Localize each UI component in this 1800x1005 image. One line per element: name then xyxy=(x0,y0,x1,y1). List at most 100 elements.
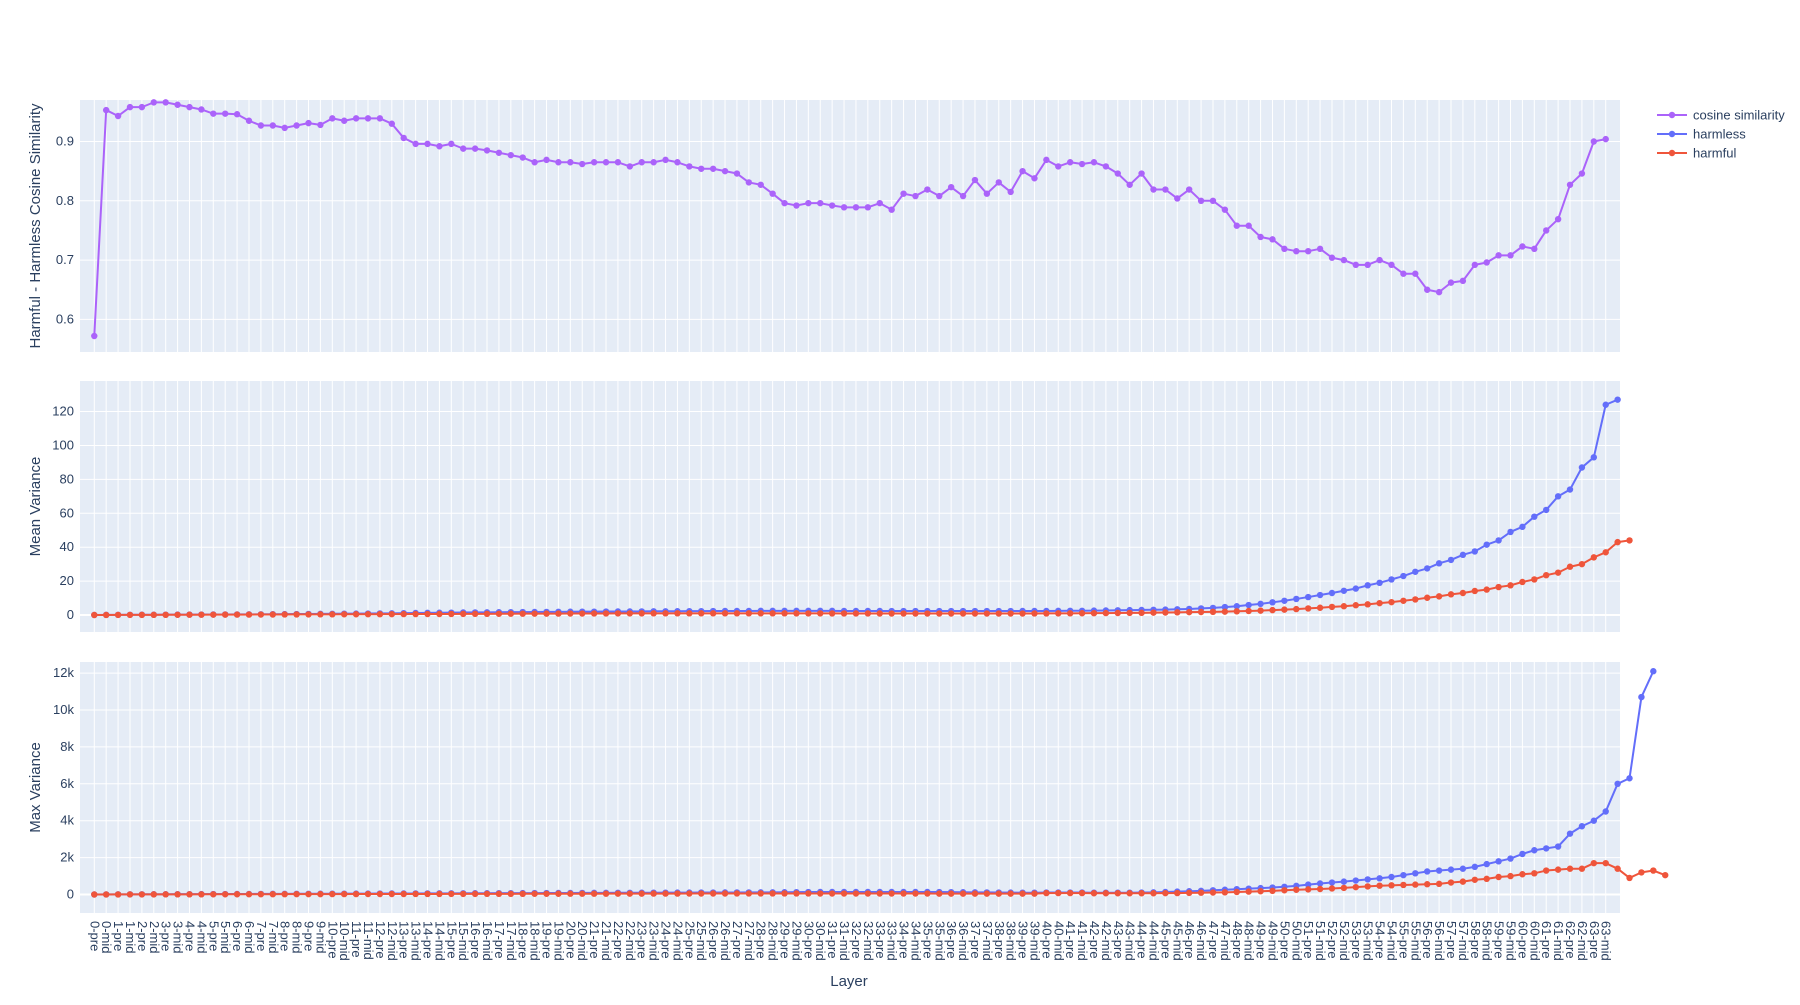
data-point xyxy=(650,159,657,166)
data-point xyxy=(638,159,645,166)
data-point xyxy=(1209,889,1217,896)
data-point xyxy=(1114,609,1121,617)
data-point xyxy=(1459,589,1467,597)
y-tick-label: 120 xyxy=(52,404,74,419)
x-tick-label: 1-mid xyxy=(123,921,138,954)
data-point xyxy=(888,610,895,617)
data-point xyxy=(376,890,384,898)
x-tick-label: 49-pre xyxy=(1254,921,1269,959)
data-point xyxy=(674,159,681,166)
data-point xyxy=(662,890,669,897)
x-tick-label: 37-mid xyxy=(980,921,995,961)
data-point xyxy=(947,890,955,897)
data-point xyxy=(1447,879,1455,886)
data-point xyxy=(460,890,467,898)
data-point xyxy=(1197,889,1205,896)
data-point xyxy=(709,165,717,172)
data-point xyxy=(626,610,634,617)
data-point xyxy=(1376,579,1383,587)
y-axis-title: Harmful - Harmless Cosine Similarity xyxy=(27,103,44,349)
data-point xyxy=(221,891,229,898)
x-tick-label: 33-mid xyxy=(885,921,900,961)
data-point xyxy=(1031,610,1038,617)
data-point xyxy=(805,610,812,617)
data-point xyxy=(126,103,134,111)
data-point xyxy=(1471,261,1479,269)
x-gridlines xyxy=(93,662,1607,913)
data-point xyxy=(1185,608,1193,616)
x-tick-label: 42-pre xyxy=(1087,921,1102,959)
legend-item-cosine-similarity[interactable]: cosine similarity xyxy=(1657,108,1785,123)
x-tick-label: 51-pre xyxy=(1301,921,1316,959)
x-tick-label: 24-mid xyxy=(670,921,685,961)
data-point xyxy=(1495,537,1502,544)
x-tick-label: 48-pre xyxy=(1230,921,1245,959)
data-point xyxy=(971,176,979,184)
data-point xyxy=(1400,597,1407,604)
data-point xyxy=(781,610,788,617)
data-point xyxy=(186,891,193,898)
data-point xyxy=(1554,215,1562,223)
data-point xyxy=(1435,560,1443,567)
data-point xyxy=(1055,163,1062,170)
x-tick-label: 7-mid xyxy=(266,921,281,954)
data-point xyxy=(650,890,657,897)
data-point xyxy=(1043,156,1050,164)
data-point xyxy=(138,103,146,111)
data-point xyxy=(1554,493,1562,500)
data-point xyxy=(1197,608,1205,616)
legend-item-harmless[interactable]: harmless xyxy=(1657,127,1746,142)
x-tick-label: 4-pre xyxy=(182,921,197,951)
data-point xyxy=(424,890,431,898)
data-point xyxy=(91,332,98,340)
x-tick-label: 22-mid xyxy=(623,921,638,961)
x-tick-label: 37-pre xyxy=(968,921,983,959)
x-tick-label: 9-pre xyxy=(302,921,317,951)
data-point xyxy=(983,890,991,897)
data-point xyxy=(793,890,800,897)
data-point xyxy=(1412,596,1419,603)
x-tick-label: 15-pre xyxy=(444,921,459,959)
data-point xyxy=(460,145,467,152)
data-point xyxy=(852,890,860,897)
data-point xyxy=(1150,890,1157,897)
data-point xyxy=(1102,890,1110,897)
data-point xyxy=(1197,197,1205,204)
x-tick-label: 17-mid xyxy=(504,921,519,961)
data-point xyxy=(733,170,741,177)
y-tick-label: 2k xyxy=(60,850,74,865)
x-tick-label: 52-mid xyxy=(1337,921,1352,961)
legend-item-harmful[interactable]: harmful xyxy=(1657,146,1736,161)
x-tick-label: 42-mid xyxy=(1099,921,1114,961)
y-axis-title: Max Variance xyxy=(27,742,44,833)
data-point xyxy=(1364,601,1371,608)
x-tick-label: 55-mid xyxy=(1408,921,1423,961)
x-tick-label: 57-mid xyxy=(1456,921,1471,961)
data-point xyxy=(840,890,848,897)
data-point xyxy=(1304,605,1312,612)
data-point xyxy=(721,167,729,175)
data-point xyxy=(1507,252,1514,259)
x-tick-label: 49-mid xyxy=(1265,921,1280,961)
data-point xyxy=(555,610,562,617)
data-point xyxy=(269,122,276,129)
data-point xyxy=(162,891,169,898)
plot-background xyxy=(80,381,1620,632)
data-point xyxy=(1174,889,1181,897)
x-tick-label: 22-pre xyxy=(611,921,626,959)
data-point xyxy=(1043,610,1050,617)
data-point xyxy=(1626,874,1633,882)
legend[interactable]: cosine similarity harmless harmful xyxy=(1657,108,1785,161)
data-point xyxy=(995,890,1002,897)
data-point xyxy=(686,610,693,617)
data-point xyxy=(1174,195,1181,202)
x-tick-label: 48-mid xyxy=(1242,921,1257,961)
y-tick-label: 20 xyxy=(60,573,74,588)
data-point xyxy=(733,610,741,617)
legend-label: cosine similarity xyxy=(1693,108,1785,123)
y-tick-label: 0 xyxy=(67,887,74,902)
data-point xyxy=(1602,401,1609,408)
data-point xyxy=(1388,261,1395,269)
data-point xyxy=(1233,222,1240,229)
